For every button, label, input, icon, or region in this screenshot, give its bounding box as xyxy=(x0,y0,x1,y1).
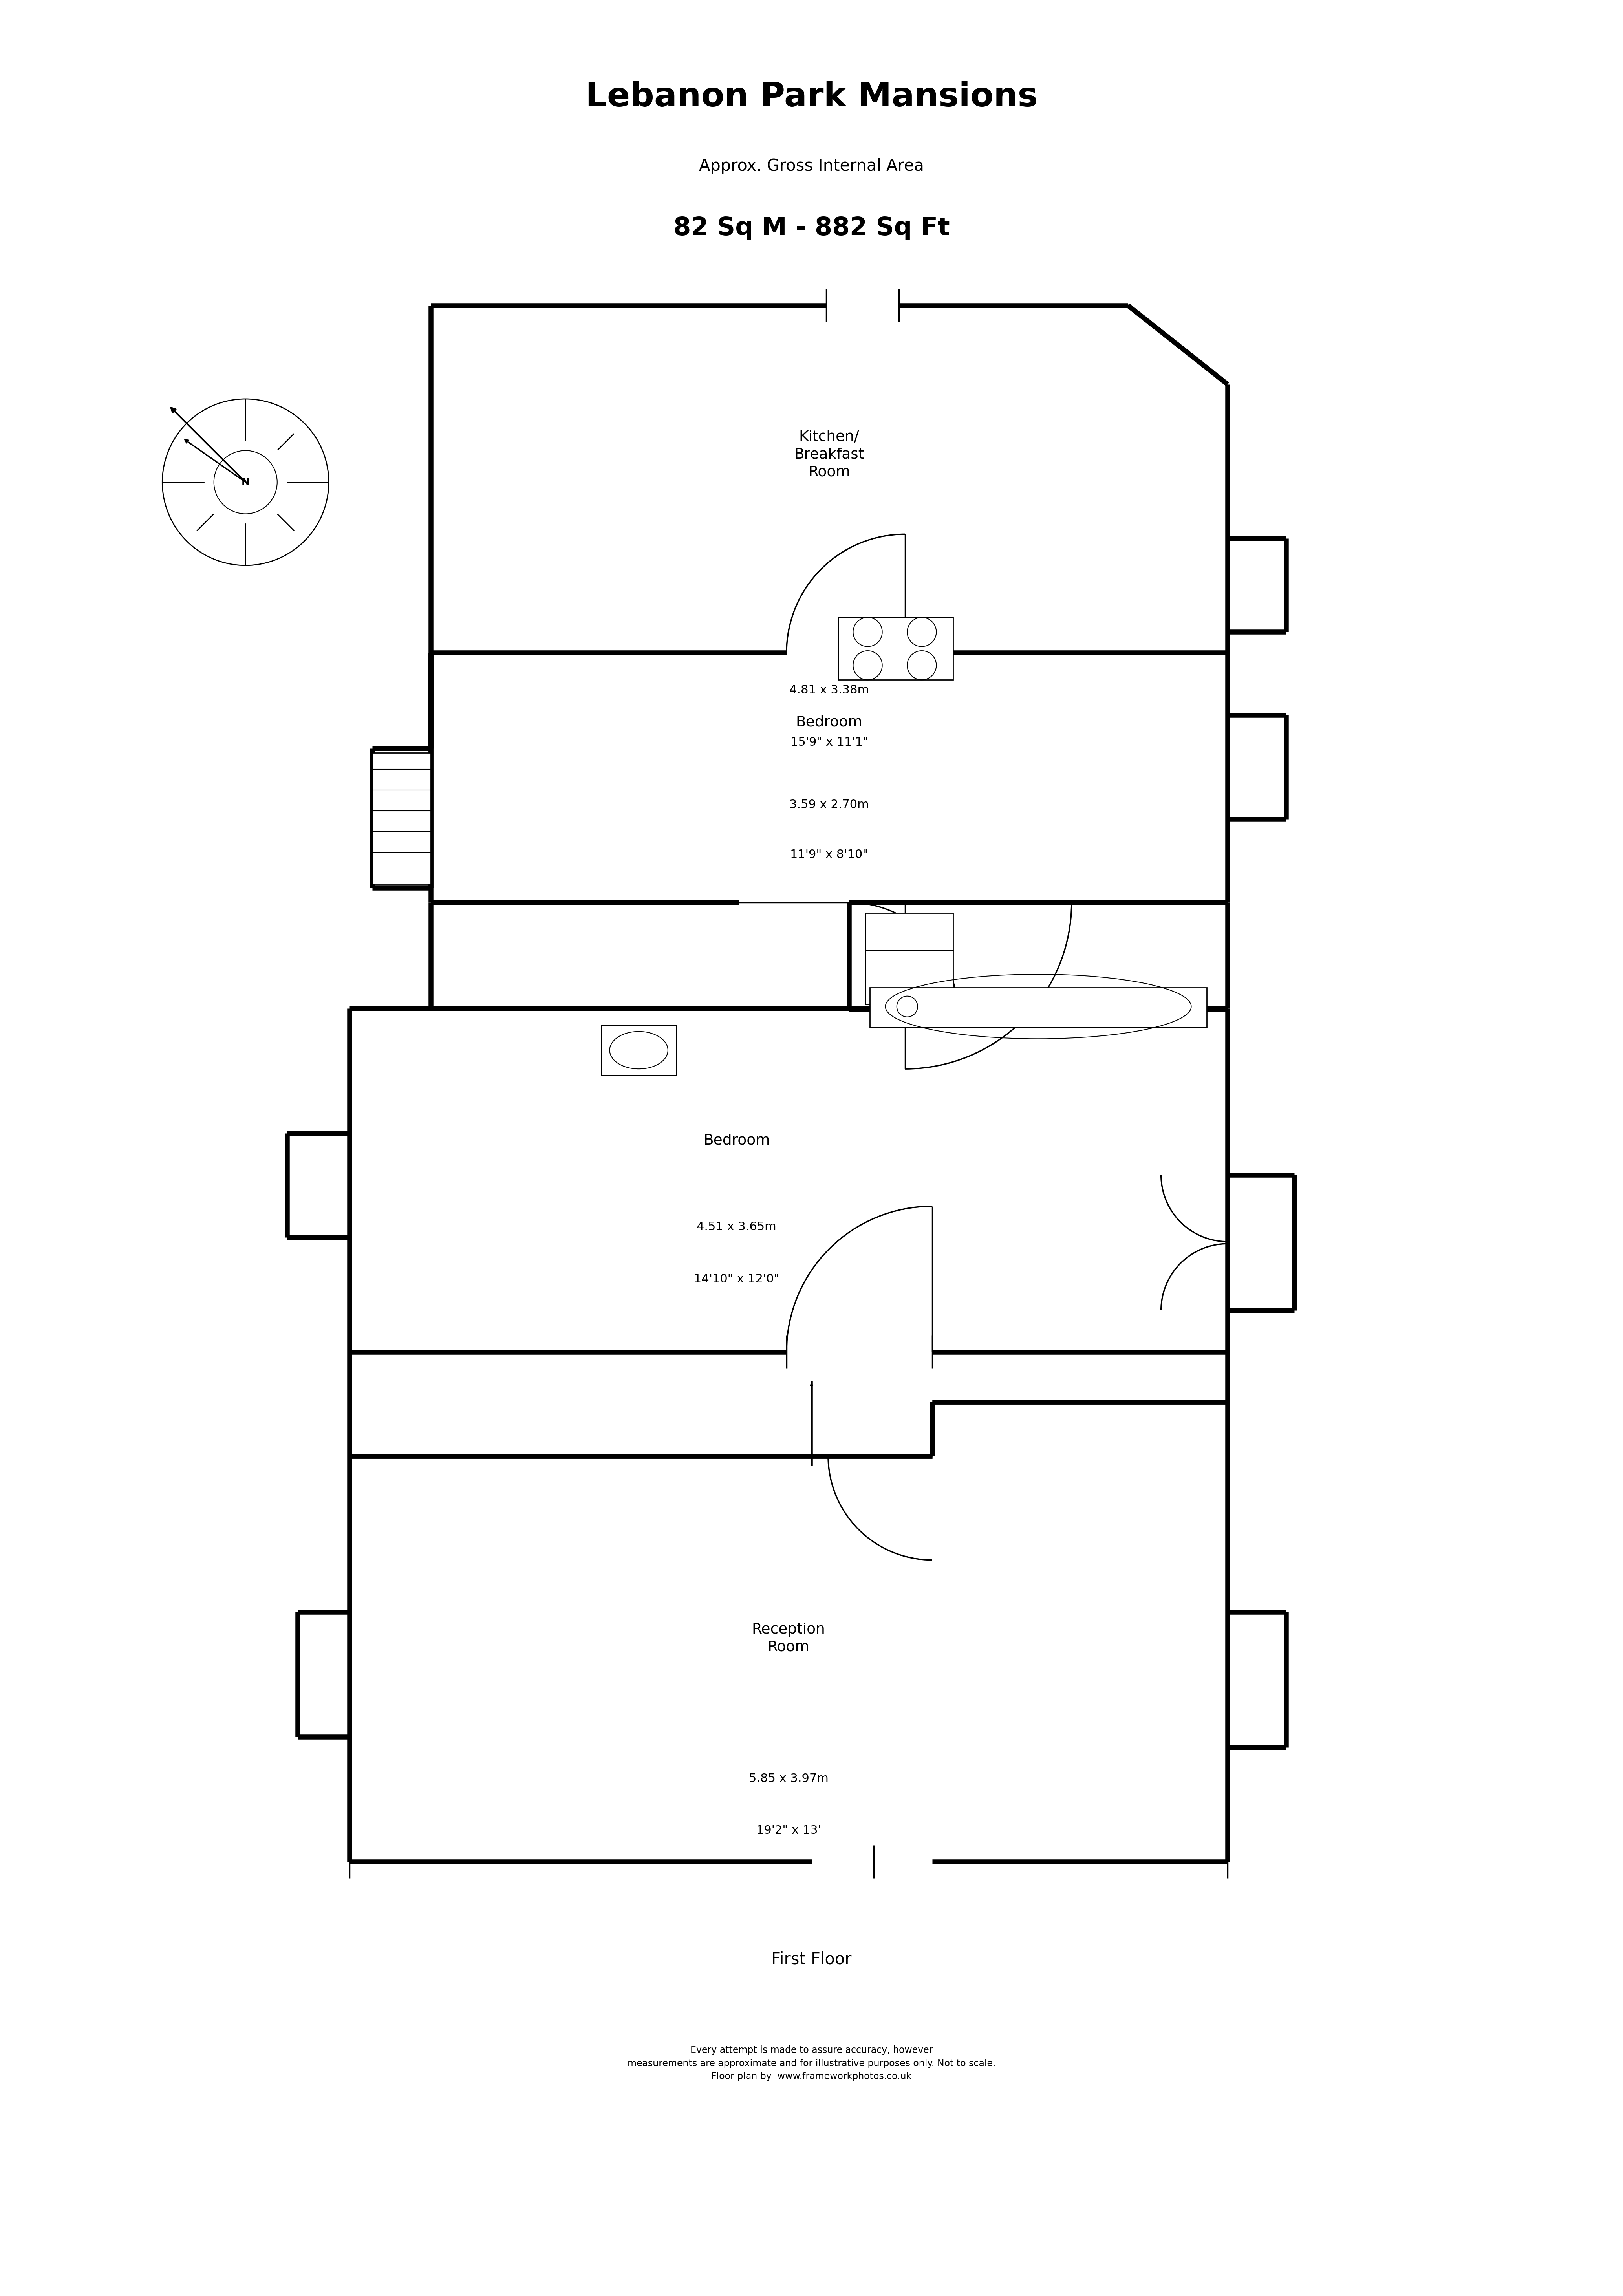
Text: N: N xyxy=(242,478,250,487)
Text: Every attempt is made to assure accuracy, however
measurements are approximate a: Every attempt is made to assure accuracy… xyxy=(628,2046,995,2082)
Text: 4.81 x 3.38m: 4.81 x 3.38m xyxy=(789,684,868,696)
Circle shape xyxy=(214,450,278,514)
Bar xyxy=(839,618,953,680)
Text: 19'2" x 13': 19'2" x 13' xyxy=(756,1825,821,1837)
Text: 4.51 x 3.65m: 4.51 x 3.65m xyxy=(696,1221,776,1233)
Text: Reception
Room: Reception Room xyxy=(751,1623,824,1653)
Ellipse shape xyxy=(878,960,945,1015)
Bar xyxy=(602,1026,677,1075)
Text: Kitchen/
Breakfast
Room: Kitchen/ Breakfast Room xyxy=(794,429,863,480)
Text: Lebanon Park Mansions: Lebanon Park Mansions xyxy=(586,80,1037,113)
Text: Bedroom: Bedroom xyxy=(795,716,862,730)
Bar xyxy=(865,951,953,1003)
Text: 15'9" x 11'1": 15'9" x 11'1" xyxy=(790,737,868,748)
Bar xyxy=(865,914,953,951)
Text: First Floor: First Floor xyxy=(771,1952,852,1968)
Text: Approx. Gross Internal Area: Approx. Gross Internal Area xyxy=(700,158,923,174)
Text: Bedroom: Bedroom xyxy=(703,1134,769,1148)
Text: 3.59 x 2.70m: 3.59 x 2.70m xyxy=(789,799,868,810)
Text: 82 Sq M - 882 Sq Ft: 82 Sq M - 882 Sq Ft xyxy=(674,216,949,241)
Bar xyxy=(870,987,1208,1026)
Text: 14'10" x 12'0": 14'10" x 12'0" xyxy=(695,1274,779,1286)
Text: 11'9" x 8'10": 11'9" x 8'10" xyxy=(790,850,868,861)
Text: 5.85 x 3.97m: 5.85 x 3.97m xyxy=(748,1773,828,1784)
Bar xyxy=(372,753,430,884)
